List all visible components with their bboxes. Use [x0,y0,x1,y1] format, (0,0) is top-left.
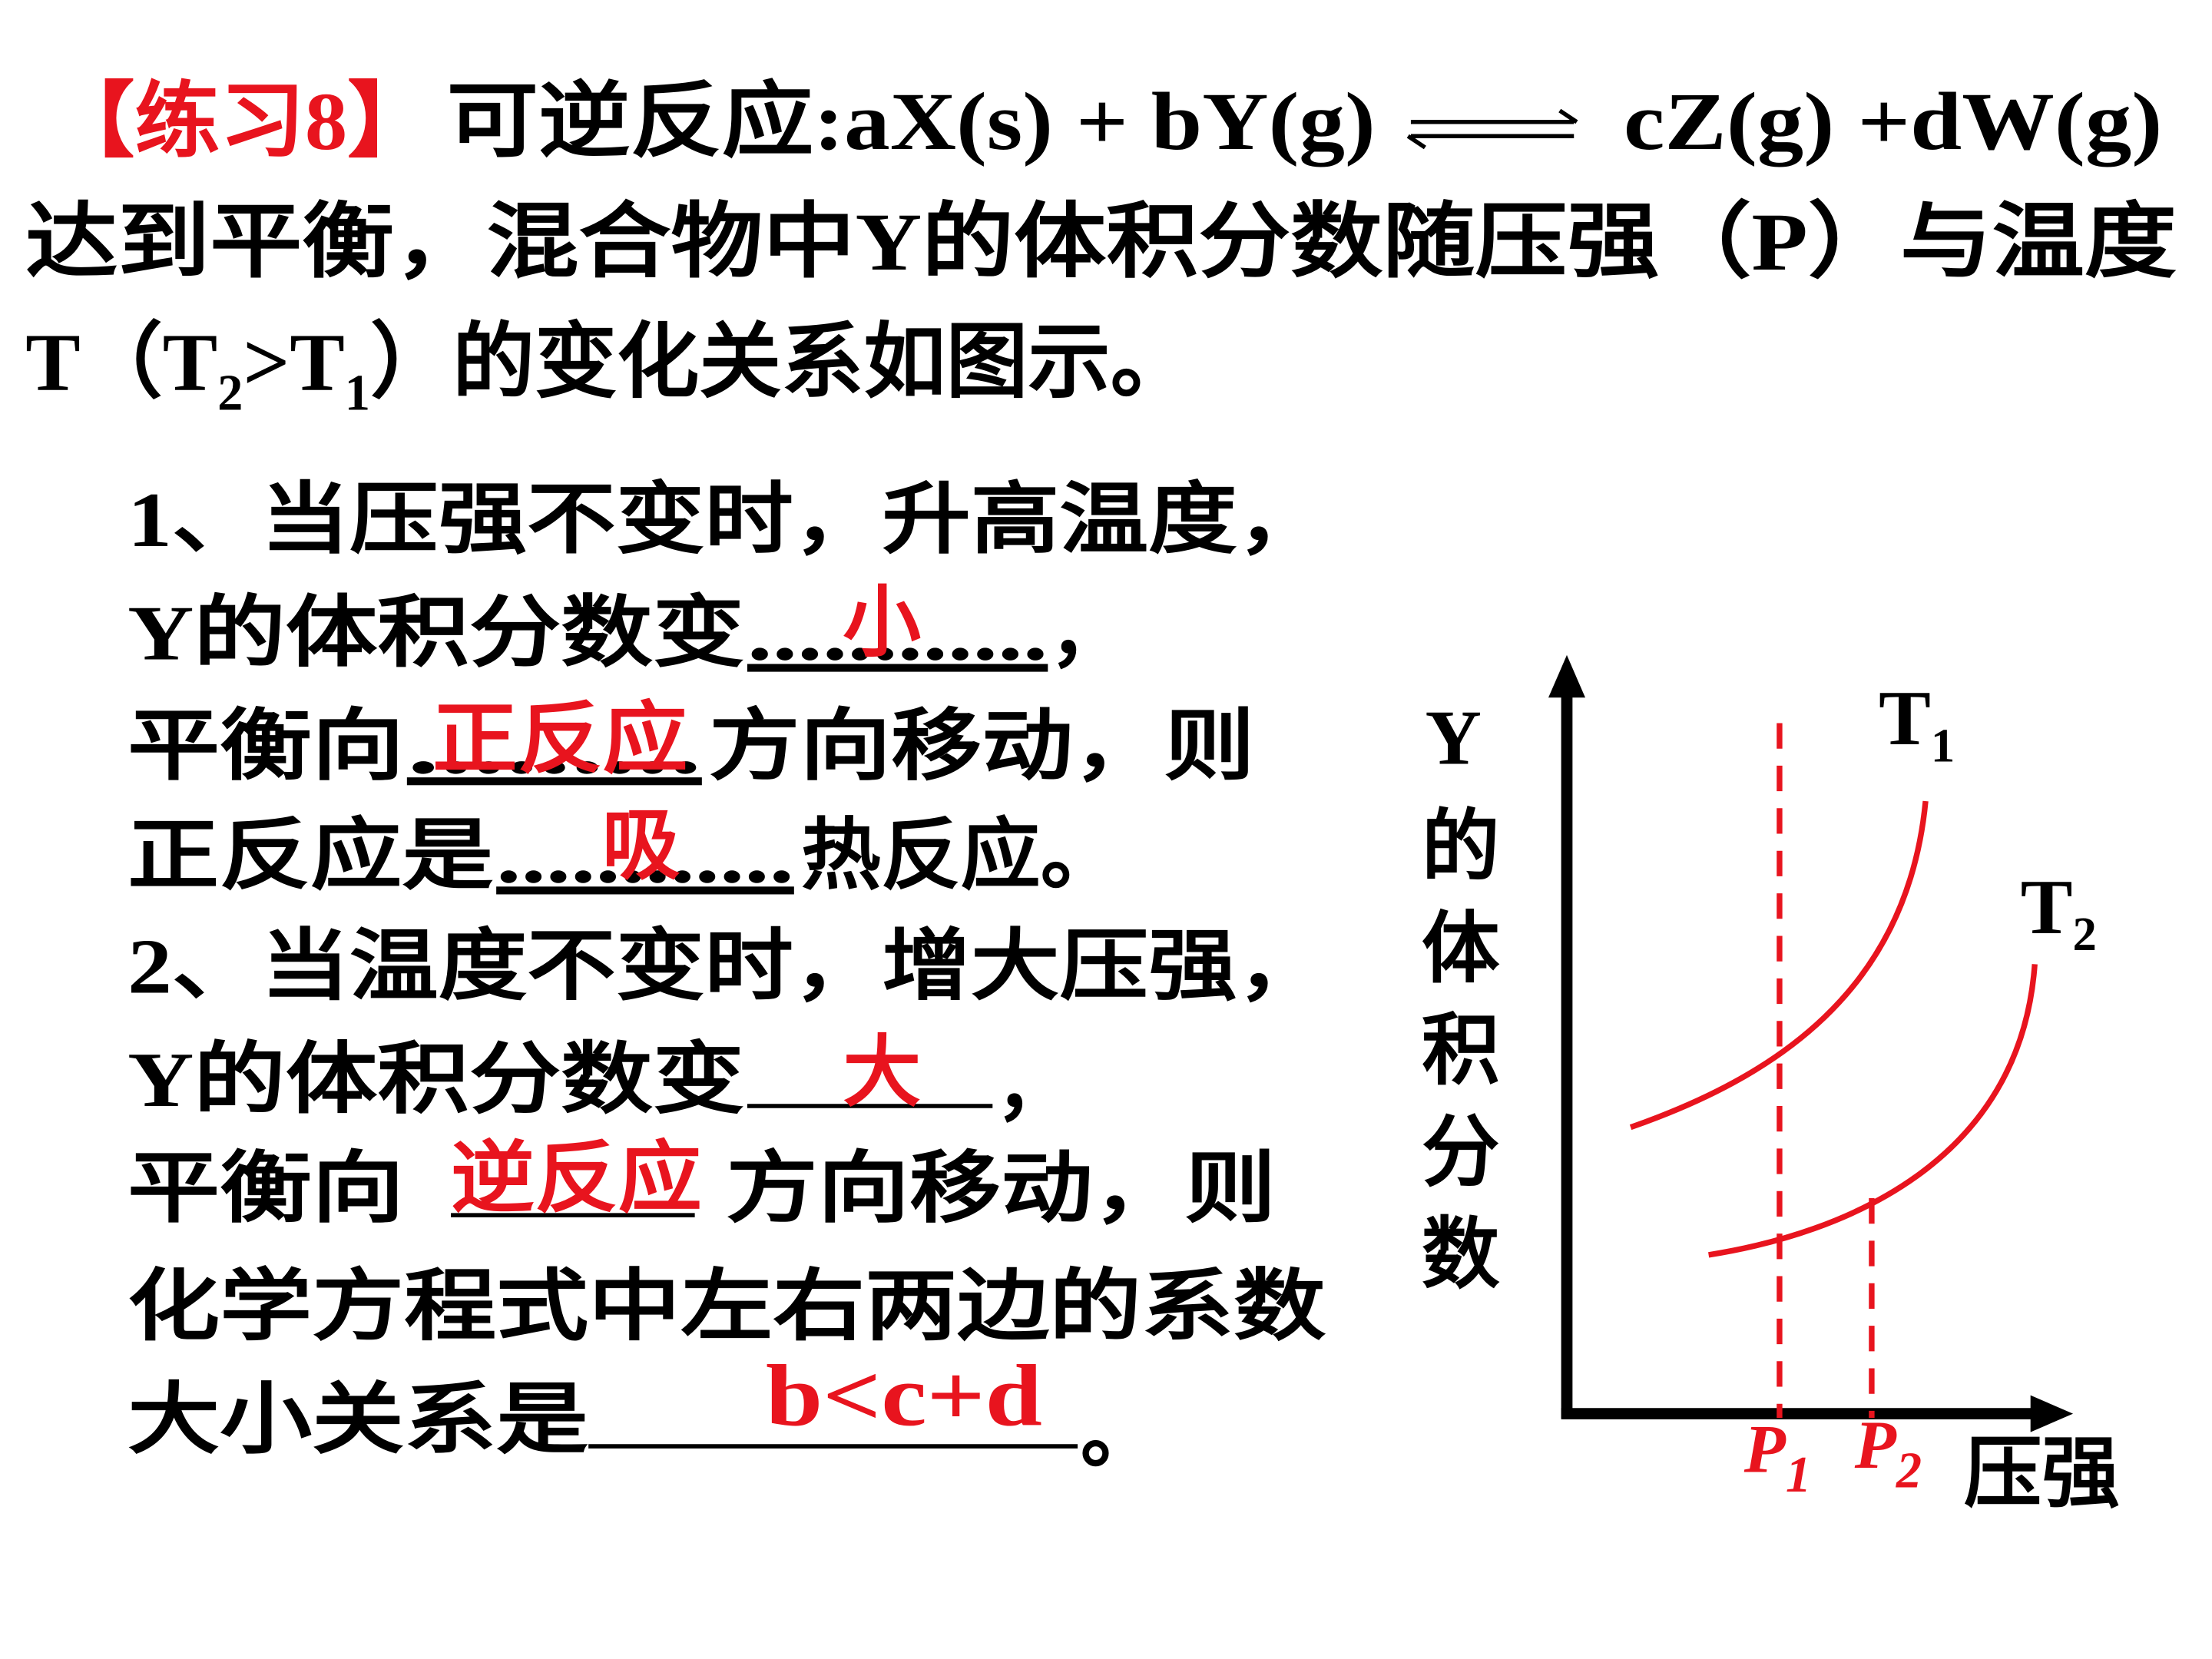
question-text: Y的体积分数变 [127,1037,744,1123]
curve-t2 [1708,964,2038,1258]
question-line: 2、当温度不变时，增大压强， [127,923,1326,1009]
curve-label: T1 [1879,675,1955,772]
reversible-arrow [1406,108,1578,150]
question-text: 大小关系是 [127,1377,588,1463]
text: ）的变化关系如图示。 [370,318,1193,409]
subscript: 1 [1931,718,1955,772]
text: >T [243,318,344,409]
subscript: 1 [1786,1447,1811,1503]
question-line: 1、当压强不变时，升高温度， [127,477,1326,563]
question-line: 化学方程式中左右两边的系数 [127,1263,1326,1349]
question-text: 方向移动，则 [726,1146,1276,1232]
question-text: 正反应是 [127,813,493,899]
answer: 逆反应 [451,1136,702,1222]
text: P [1854,1408,1897,1483]
text: T [2021,864,2073,950]
question-text: ， [1049,590,1128,676]
question-text: Y的体积分数变 [127,590,744,676]
question-text: 方向移动，则 [709,704,1255,790]
intro-line: T（T2>T1）的变化关系如图示。 [25,318,1192,422]
answer: 正反应 [432,697,687,783]
question-text: 平衡向 [127,704,404,790]
text: P [1743,1412,1786,1487]
question-text: 。 [1081,1392,1159,1478]
intro-line: 达到平衡，混合物中Y的体积分数随压强（P）与温度 [25,197,2177,288]
text: T [1879,675,1931,761]
answer: 大 [843,1030,922,1116]
blank: ............ [747,590,1048,676]
subscript: 1 [345,366,370,422]
blank: ......... [407,704,702,790]
reaction-left: 可逆反应:aX(s) + bY(g) [447,77,1376,167]
text: T（T [25,318,217,409]
x-axis-label: 压强 [1964,1431,2120,1517]
answer: 小 [843,581,922,667]
pressure-label: P2 [1854,1408,1922,1499]
question-text: 平衡向 [127,1146,404,1232]
y-arrow [1548,654,1585,698]
answer: b<c+d [766,1346,1042,1444]
subscript: 2 [1896,1443,1922,1499]
curve-label: T2 [2021,864,2097,961]
question-text: ， [995,1044,1074,1130]
reaction-right: cZ(g) +dW(g) [1624,77,2163,167]
subscript: 2 [217,366,243,422]
curve-t1 [1629,800,1929,1131]
answer: 吸 [602,803,680,889]
question-text: 热反应。 [801,813,1120,899]
x-arrow [2030,1395,2074,1432]
pressure-label: P1 [1743,1412,1811,1503]
subscript: 2 [2072,907,2096,961]
blank: ............ [496,813,794,899]
exercise-tag: 【练习8】 [50,77,432,167]
